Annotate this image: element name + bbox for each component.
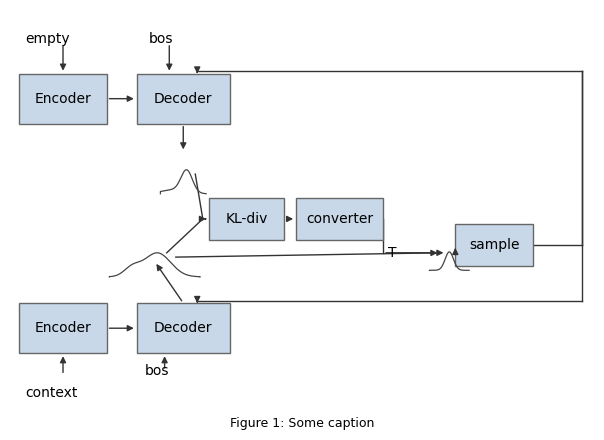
Text: bos: bos [149, 32, 173, 46]
Text: KL-div: KL-div [225, 212, 268, 226]
Text: Figure 1: Some caption: Figure 1: Some caption [230, 417, 374, 430]
FancyBboxPatch shape [19, 73, 106, 124]
Text: context: context [25, 386, 78, 400]
FancyBboxPatch shape [137, 73, 230, 124]
FancyBboxPatch shape [296, 198, 383, 240]
Text: Decoder: Decoder [154, 321, 213, 335]
Text: Encoder: Encoder [34, 92, 91, 106]
Text: Encoder: Encoder [34, 321, 91, 335]
Text: T: T [388, 246, 396, 260]
Text: converter: converter [306, 212, 373, 226]
FancyBboxPatch shape [209, 198, 284, 240]
Text: Decoder: Decoder [154, 92, 213, 106]
Text: empty: empty [25, 32, 70, 46]
FancyBboxPatch shape [455, 224, 533, 266]
FancyBboxPatch shape [19, 303, 106, 353]
Text: bos: bos [144, 364, 169, 378]
FancyBboxPatch shape [137, 303, 230, 353]
Text: sample: sample [469, 238, 519, 252]
